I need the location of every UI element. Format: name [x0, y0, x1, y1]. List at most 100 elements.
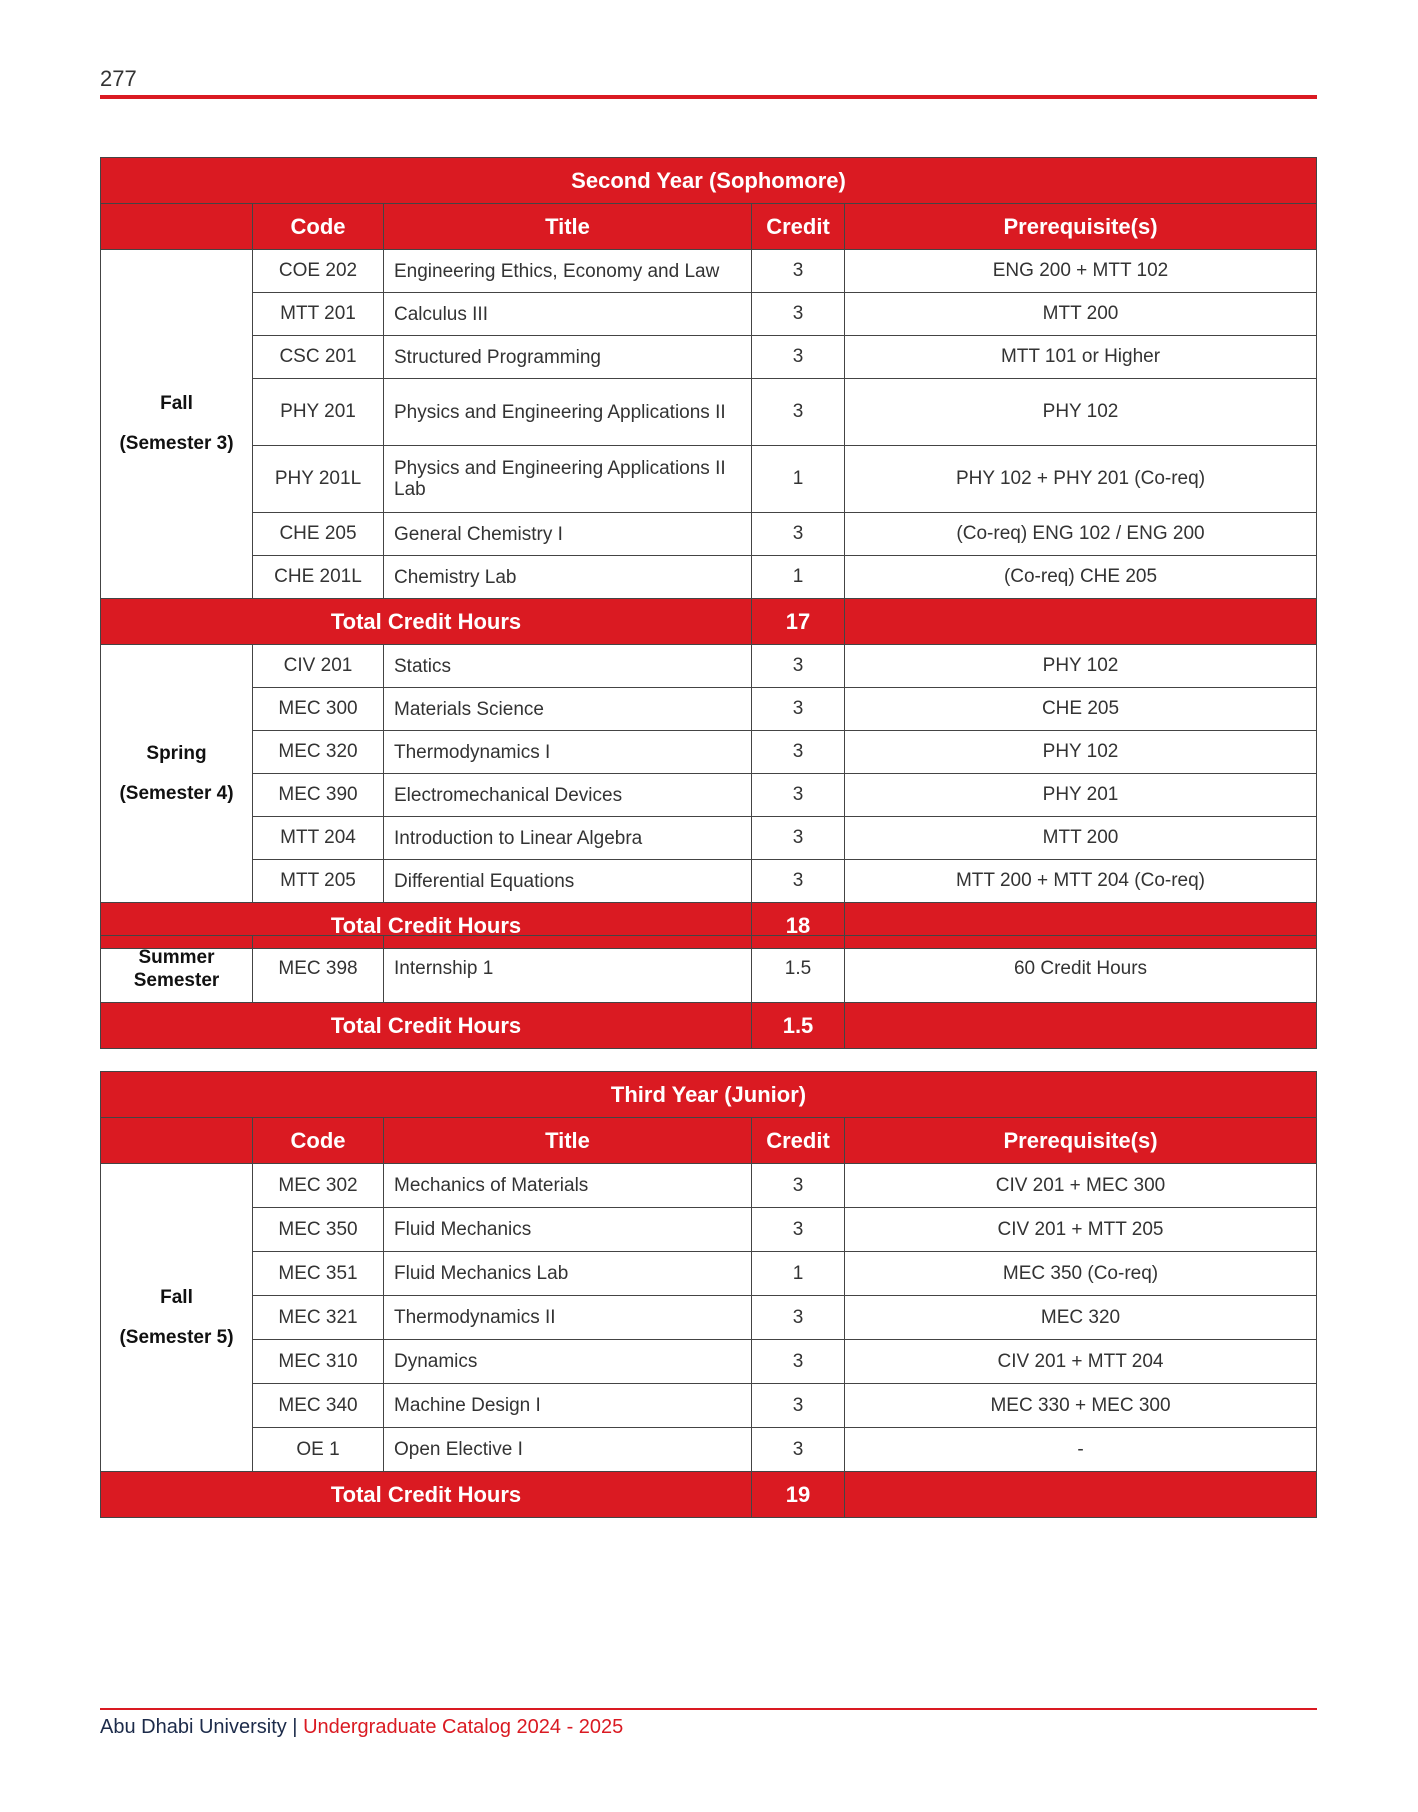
- course-credit: 1: [751, 1251, 845, 1296]
- course-prereq: CIV 201 + MEC 300: [844, 1163, 1317, 1208]
- total-value: 19: [751, 1471, 845, 1518]
- semester-label: Spring: [146, 742, 207, 764]
- table-row: MEC 320 Thermodynamics I 3 PHY 102: [101, 730, 1317, 774]
- semester-label: Fall: [160, 1286, 193, 1308]
- course-title: Electromechanical Devices: [383, 773, 752, 817]
- total-label: Total Credit Hours: [100, 1002, 752, 1049]
- table-row: MEC 310 Dynamics 3 CIV 201 + MTT 204: [101, 1339, 1317, 1384]
- course-title: Calculus III: [383, 292, 752, 336]
- course-title: Open Elective I: [383, 1427, 752, 1472]
- course-code: MEC 390: [252, 773, 384, 817]
- total-label: Total Credit Hours: [100, 1471, 752, 1518]
- course-prereq: (Co-req) ENG 102 / ENG 200: [844, 512, 1317, 556]
- semester-label: Semester: [133, 970, 220, 991]
- course-prereq: CIV 201 + MTT 205: [844, 1207, 1317, 1252]
- header-divider: [100, 95, 1317, 99]
- footer-separator: |: [286, 1716, 304, 1738]
- course-prereq: PHY 102 + PHY 201 (Co-req): [844, 445, 1317, 513]
- table-row: CSC 201 Structured Programming 3 MTT 101 or…: [101, 335, 1317, 379]
- course-title: Internship 1: [383, 935, 752, 1003]
- course-code: CHE 205: [252, 512, 384, 556]
- course-prereq: PHY 102: [844, 378, 1317, 446]
- course-code: CSC 201: [252, 335, 384, 379]
- course-title: Statics: [383, 644, 752, 688]
- col-prereq: Prerequisite(s): [844, 1117, 1317, 1164]
- footer: Abu Dhabi University | Undergraduate Cat…: [100, 1716, 623, 1739]
- course-credit: 3: [751, 644, 845, 688]
- course-credit: 3: [751, 1427, 845, 1472]
- col-prereq: Prerequisite(s): [844, 203, 1317, 250]
- course-credit: 3: [751, 249, 845, 293]
- course-code: MTT 201: [252, 292, 384, 336]
- table-row: MTT 205 Differential Equations 3 MTT 200 + …: [101, 859, 1317, 903]
- course-prereq: MTT 200: [844, 292, 1317, 336]
- course-title: Structured Programming: [383, 335, 752, 379]
- col-code: Code: [252, 203, 384, 250]
- course-prereq: MEC 330 + MEC 300: [844, 1383, 1317, 1428]
- course-credit: 3: [751, 1383, 845, 1428]
- course-code: MEC 310: [252, 1339, 384, 1384]
- course-credit: 1.5: [751, 935, 845, 1003]
- course-credit: 3: [751, 859, 845, 903]
- course-title: Mechanics of Materials: [383, 1163, 752, 1208]
- footer-university: Abu Dhabi University: [100, 1716, 287, 1738]
- table-row: PHY 201L Physics and Engineering Applicat…: [101, 445, 1317, 513]
- course-code: MEC 351: [252, 1251, 384, 1296]
- course-code: MTT 204: [252, 816, 384, 860]
- header-row: Code Title Credit Prerequisite(s): [100, 203, 1317, 250]
- col-credit: Credit: [751, 1117, 845, 1164]
- course-prereq: CIV 201 + MTT 204: [844, 1339, 1317, 1384]
- course-title: Thermodynamics I: [383, 730, 752, 774]
- table-row: MEC 321 Thermodynamics II 3 MEC 320: [101, 1295, 1317, 1340]
- course-credit: 3: [751, 1339, 845, 1384]
- semester-label: Summer: [138, 947, 215, 968]
- table-row: MEC 340 Machine Design I 3 MEC 330 + MEC 30…: [101, 1383, 1317, 1428]
- fall-semester-5: Fall (Semester 5) MEC 302 Mechanics of Mate…: [100, 1163, 1317, 1518]
- course-prereq: PHY 201: [844, 773, 1317, 817]
- course-prereq: MTT 200: [844, 816, 1317, 860]
- semester-cell: Spring (Semester 4): [100, 644, 253, 903]
- course-code: OE 1: [252, 1427, 384, 1472]
- course-credit: 1: [751, 555, 845, 599]
- course-credit: 3: [751, 1295, 845, 1340]
- course-credit: 3: [751, 687, 845, 731]
- course-title: Physics and Engineering Applications II: [383, 378, 752, 446]
- course-prereq: PHY 102: [844, 730, 1317, 774]
- table-row: Fall (Semester 5) MEC 302 Mechanics of Mate…: [100, 1163, 1317, 1472]
- summer-table: Summer Semester MEC 398 Internship 1 1.5 …: [100, 935, 1317, 1049]
- course-title: Materials Science: [383, 687, 752, 731]
- total-row: Total Credit Hours 17: [100, 598, 1317, 645]
- course-code: PHY 201L: [252, 445, 384, 513]
- col-title: Title: [383, 1117, 752, 1164]
- total-label: Total Credit Hours: [100, 598, 752, 645]
- semester-cell: Fall (Semester 3): [100, 249, 253, 599]
- course-code: MEC 321: [252, 1295, 384, 1340]
- table-row: CHE 205 General Chemistry I 3 (Co-req) ENG …: [101, 512, 1317, 556]
- total-row: Total Credit Hours 1.5: [100, 1002, 1317, 1049]
- table-title: Third Year (Junior): [100, 1071, 1317, 1118]
- course-code: MEC 320: [252, 730, 384, 774]
- course-title: Fluid Mechanics Lab: [383, 1251, 752, 1296]
- course-code: MEC 300: [252, 687, 384, 731]
- semester-number: (Semester 4): [119, 782, 234, 804]
- course-prereq: MTT 101 or Higher: [844, 335, 1317, 379]
- course-prereq: MEC 350 (Co-req): [844, 1251, 1317, 1296]
- course-credit: 3: [751, 292, 845, 336]
- course-title: Differential Equations: [383, 859, 752, 903]
- course-prereq: MTT 200 + MTT 204 (Co-req): [844, 859, 1317, 903]
- table-row: Spring (Semester 4) CIV 201 Statics 3 PHY 102: [100, 644, 1317, 903]
- course-code: MEC 350: [252, 1207, 384, 1252]
- course-code: MEC 302: [252, 1163, 384, 1208]
- course-title: Machine Design I: [383, 1383, 752, 1428]
- course-credit: 3: [751, 773, 845, 817]
- table-title: Second Year (Sophomore): [100, 157, 1317, 204]
- table-row: PHY 201 Physics and Engineering Applicati…: [101, 378, 1317, 446]
- course-code: PHY 201: [252, 378, 384, 446]
- course-prereq: PHY 102: [844, 644, 1317, 688]
- course-code: MEC 398: [252, 935, 384, 1003]
- semester-number: (Semester 5): [119, 1326, 234, 1348]
- course-credit: 3: [751, 730, 845, 774]
- course-prereq: CHE 205: [844, 687, 1317, 731]
- course-title: Thermodynamics II: [383, 1295, 752, 1340]
